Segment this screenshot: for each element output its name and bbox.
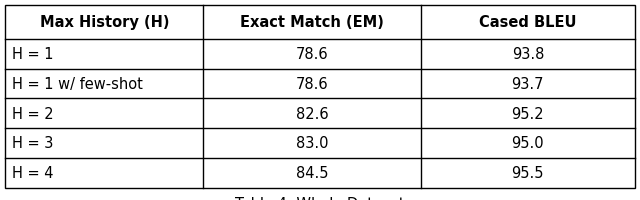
Text: 95.2: 95.2 [511,106,544,121]
Text: Max History (H): Max History (H) [40,15,169,30]
Text: Cased BLEU: Cased BLEU [479,15,577,30]
Text: 95.0: 95.0 [511,136,544,151]
Text: Exact Match (EM): Exact Match (EM) [240,15,384,30]
Text: 93.8: 93.8 [511,47,544,62]
Text: H = 1 w/ few-shot: H = 1 w/ few-shot [12,77,142,91]
Text: H = 4: H = 4 [12,165,53,180]
Text: 82.6: 82.6 [296,106,328,121]
Text: 83.0: 83.0 [296,136,328,151]
Text: H = 1: H = 1 [12,47,53,62]
Text: 93.7: 93.7 [511,77,544,91]
Text: H = 3: H = 3 [12,136,53,151]
Text: 78.6: 78.6 [296,47,328,62]
Text: Table 4: Whole Dataset: Table 4: Whole Dataset [236,196,404,200]
Text: 78.6: 78.6 [296,77,328,91]
Text: H = 2: H = 2 [12,106,53,121]
Text: 84.5: 84.5 [296,165,328,180]
Text: 95.5: 95.5 [511,165,544,180]
